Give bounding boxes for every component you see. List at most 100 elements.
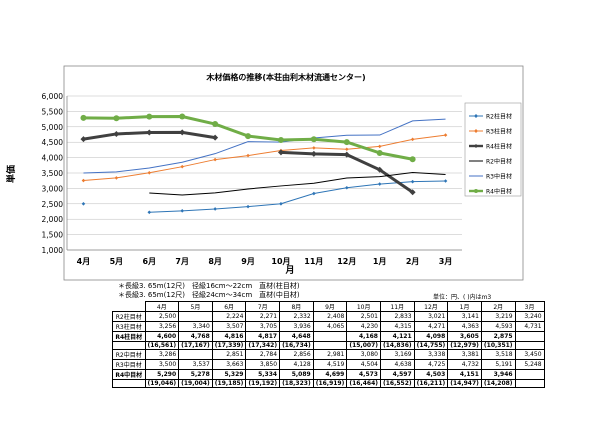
note-line-1: ＊長級3. 65m(12尺) 径級16cm～22cm 直材(柱目材) xyxy=(118,282,300,290)
table-cell: 4,817 xyxy=(245,331,281,342)
data-point xyxy=(312,146,316,150)
table-cell: 3,381 xyxy=(447,349,482,360)
data-point xyxy=(343,151,350,158)
table-cell xyxy=(514,369,545,380)
x-tick-label: 2月 xyxy=(406,257,420,266)
y-axis-label: 単価 xyxy=(5,165,17,183)
data-point xyxy=(312,191,316,196)
data-point xyxy=(114,176,119,180)
chart-title: 木材価格の推移(本荘由利木材流通センター) xyxy=(205,72,365,82)
table-cell: 2,500 xyxy=(144,311,180,322)
data-point xyxy=(245,133,252,140)
table-cell: (17,342) xyxy=(245,341,281,350)
table-cell: (14,947) xyxy=(447,379,482,388)
data-point xyxy=(80,114,87,121)
table-cell: 2,784 xyxy=(245,349,281,360)
data-point xyxy=(409,156,416,163)
x-tick-label: 12月 xyxy=(337,257,356,266)
data-point xyxy=(81,202,86,206)
x-tick-label: 1月 xyxy=(373,257,387,266)
legend-item: R2中目材 xyxy=(469,158,512,166)
chart-frame xyxy=(63,65,524,281)
table-cell: 3,936 xyxy=(279,321,314,332)
table-cell: 4,725 xyxy=(413,359,449,370)
series-R2中目材 xyxy=(149,171,446,196)
table-cell: 3,500 xyxy=(144,359,180,370)
table-cell: 5,248 xyxy=(514,359,545,370)
y-tick-label: 2,000 xyxy=(42,215,64,224)
table-cell: 3,141 xyxy=(447,311,482,322)
y-tick-label: 6,000 xyxy=(42,92,64,101)
data-point xyxy=(410,179,415,184)
table-cell: 5,329 xyxy=(211,369,247,380)
table-cell: (16,919) xyxy=(312,379,348,388)
table-month-header: 4月 xyxy=(144,301,180,312)
legend-item: R4中目材 xyxy=(469,188,512,196)
table-cell: 4,363 xyxy=(447,321,482,332)
table-cell: 4,098 xyxy=(413,331,449,342)
legend-marker xyxy=(474,144,478,148)
table-cell: 5,089 xyxy=(279,369,314,380)
data-point xyxy=(180,164,185,169)
table-body: R2柱目材 2,500 2,224 2,271 2,332 2,408 2,501 2,833… xyxy=(112,311,545,388)
x-tick-label: 10月 xyxy=(271,257,290,266)
table-cell: 4,128 xyxy=(279,359,314,370)
data-point xyxy=(147,210,152,215)
table-cell: 3,946 xyxy=(480,369,516,380)
data-point xyxy=(343,139,350,146)
notes: ＊長級3. 65m(12尺) 径級16cm～22cm 直材(柱目材) ＊長級3. … xyxy=(118,282,300,300)
table-cell: 4,597 xyxy=(379,369,415,380)
legend-item: R3柱目材 xyxy=(469,128,512,136)
table-cell: 2,833 xyxy=(379,311,415,322)
table-row-label xyxy=(112,341,146,350)
table-cell: 4,768 xyxy=(178,331,213,342)
table-cell: 4,121 xyxy=(379,331,415,342)
table-cell: (17,167) xyxy=(178,341,213,350)
table-cell: 3,605 xyxy=(447,331,482,342)
table-cell: (14,208) xyxy=(480,379,516,388)
table-row: (16,561) (17,167) (17,339) (17,342) (16,734)… xyxy=(112,341,545,350)
x-tick-label: 7月 xyxy=(175,257,189,266)
table-cell xyxy=(312,341,348,350)
table-row-label: R4柱目材 xyxy=(112,331,146,342)
table-cell: 2,271 xyxy=(245,311,281,322)
chart: 木材価格の推移(本荘由利木材流通センター) 1,000 1,500 2,000 2,5… xyxy=(5,65,524,281)
table-cell: 2,224 xyxy=(211,311,247,322)
table-cell: 3,256 xyxy=(144,321,180,332)
unit-note: 単位：円、( )内はm3 xyxy=(433,294,492,301)
table-cell: 2,408 xyxy=(312,311,348,322)
table-cell: 4,065 xyxy=(312,321,348,332)
table-cell: (16,211) xyxy=(413,379,449,388)
x-tick-label: 11月 xyxy=(304,257,323,266)
table-cell: 4,816 xyxy=(211,331,247,342)
table-cell: 3,240 xyxy=(514,311,545,322)
table-row-label: R4中目材 xyxy=(112,369,146,380)
data-point xyxy=(113,130,120,137)
data-point xyxy=(443,133,448,137)
data-point xyxy=(376,166,383,173)
table-cell: 4,600 xyxy=(144,331,180,342)
table-cell: (16,464) xyxy=(346,379,381,388)
y-axis: 1,000 1,500 2,000 2,500 3,000 3,500 4,000 4,500… xyxy=(42,92,64,255)
legend-item: R4柱目材 xyxy=(469,143,512,151)
table-cell: 2,981 xyxy=(312,349,348,360)
y-tick-label: 4,000 xyxy=(42,154,64,163)
legend-label: R4中目材 xyxy=(486,188,512,196)
table-cell: (19,185) xyxy=(211,379,247,388)
data-point xyxy=(80,136,87,143)
table-cell xyxy=(312,331,348,342)
series-R4中目材 xyxy=(80,113,416,163)
data-point xyxy=(279,201,283,206)
table-row-label: R3柱目材 xyxy=(112,321,146,332)
series-R2柱目材 xyxy=(81,179,448,215)
data-point xyxy=(409,189,416,196)
table-cell: 3,338 xyxy=(413,349,449,360)
table-cell: (17,339) xyxy=(211,341,247,350)
table-cell xyxy=(514,379,545,388)
legend-marker xyxy=(474,129,478,133)
table-row: R2中目材 3,286 2,851 2,784 2,856 2,981 3,080 3,169… xyxy=(112,349,545,360)
data-point xyxy=(377,144,382,149)
series-line xyxy=(149,171,446,196)
series-R3中目材 xyxy=(83,118,446,174)
x-tick-label: 3月 xyxy=(439,257,453,266)
